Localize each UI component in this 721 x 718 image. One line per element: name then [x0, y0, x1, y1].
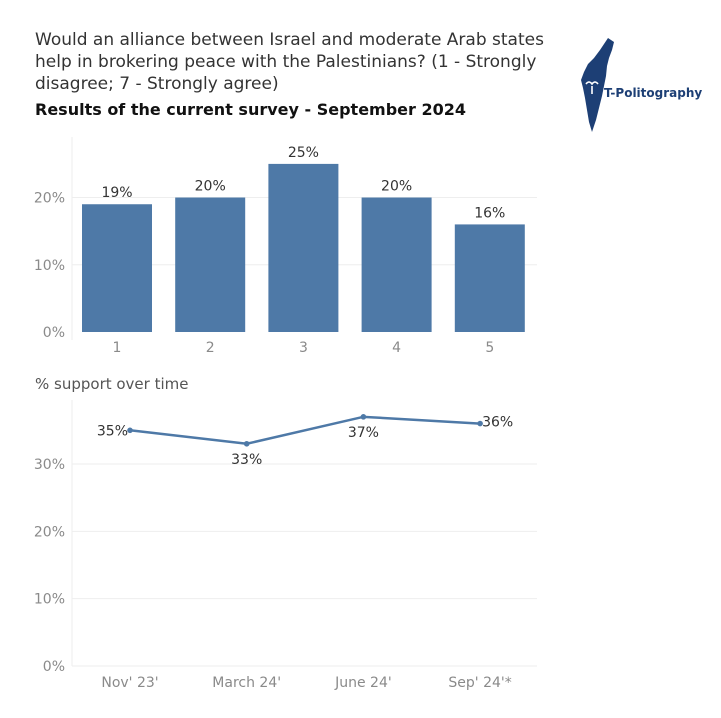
line-y-tick-label: 10% — [34, 592, 65, 608]
chart-subtitle: Results of the current survey - Septembe… — [35, 100, 467, 119]
logo-text: T-Politography — [604, 86, 703, 100]
line-x-tick-label: Sep' 24'* — [448, 675, 511, 691]
line-value-label: 33% — [231, 452, 262, 468]
bar-value-label: 25% — [288, 145, 319, 161]
chart-title: Would an alliance between Israel and mod… — [35, 30, 544, 94]
line-value-label: 35% — [97, 423, 128, 439]
bar-x-tick-label: 1 — [113, 340, 122, 356]
line-y-tick-label: 30% — [34, 457, 65, 473]
bar-value-label: 20% — [195, 179, 226, 195]
line-y-tick-label: 20% — [34, 524, 65, 540]
line-x-tick-label: March 24' — [212, 675, 281, 691]
bar — [361, 197, 432, 332]
bar-value-label: 20% — [381, 179, 412, 195]
line-chart: % support over time 0% 10% 20% 30% 35% Nov' 23… — [34, 375, 537, 691]
line-value-label: 37% — [348, 425, 379, 441]
line-x-tick-label: Nov' 23' — [101, 675, 158, 691]
line-y-tick-label: 0% — [43, 659, 65, 675]
bar — [454, 224, 525, 332]
data-point — [127, 427, 133, 434]
bar-x-tick-label: 3 — [299, 340, 308, 356]
line-value-label: 36% — [482, 415, 513, 431]
data-point — [243, 440, 250, 447]
bar-x-tick-label: 2 — [206, 340, 215, 356]
bar — [268, 163, 339, 332]
bar-x-tick-label: 4 — [392, 340, 401, 356]
bar-value-label: 19% — [101, 185, 132, 201]
series-line — [129, 415, 481, 446]
bar-y-tick-label: 10% — [34, 258, 65, 274]
bar — [175, 197, 246, 332]
bar-y-tick-label: 0% — [43, 325, 65, 341]
bar-chart: 0% 10% 20% 19% 1 20% 2 25% 3 20% 4 16% 5 — [34, 137, 537, 356]
bar-x-tick-label: 5 — [485, 340, 494, 356]
data-point — [360, 414, 367, 420]
bar — [82, 204, 152, 332]
israel-map-icon — [581, 38, 614, 132]
bar-y-tick-label: 20% — [34, 191, 65, 207]
line-x-tick-label: June 24' — [334, 675, 392, 691]
bar-value-label: 16% — [474, 205, 505, 221]
data-point — [477, 420, 483, 427]
line-chart-title: % support over time — [35, 375, 189, 393]
